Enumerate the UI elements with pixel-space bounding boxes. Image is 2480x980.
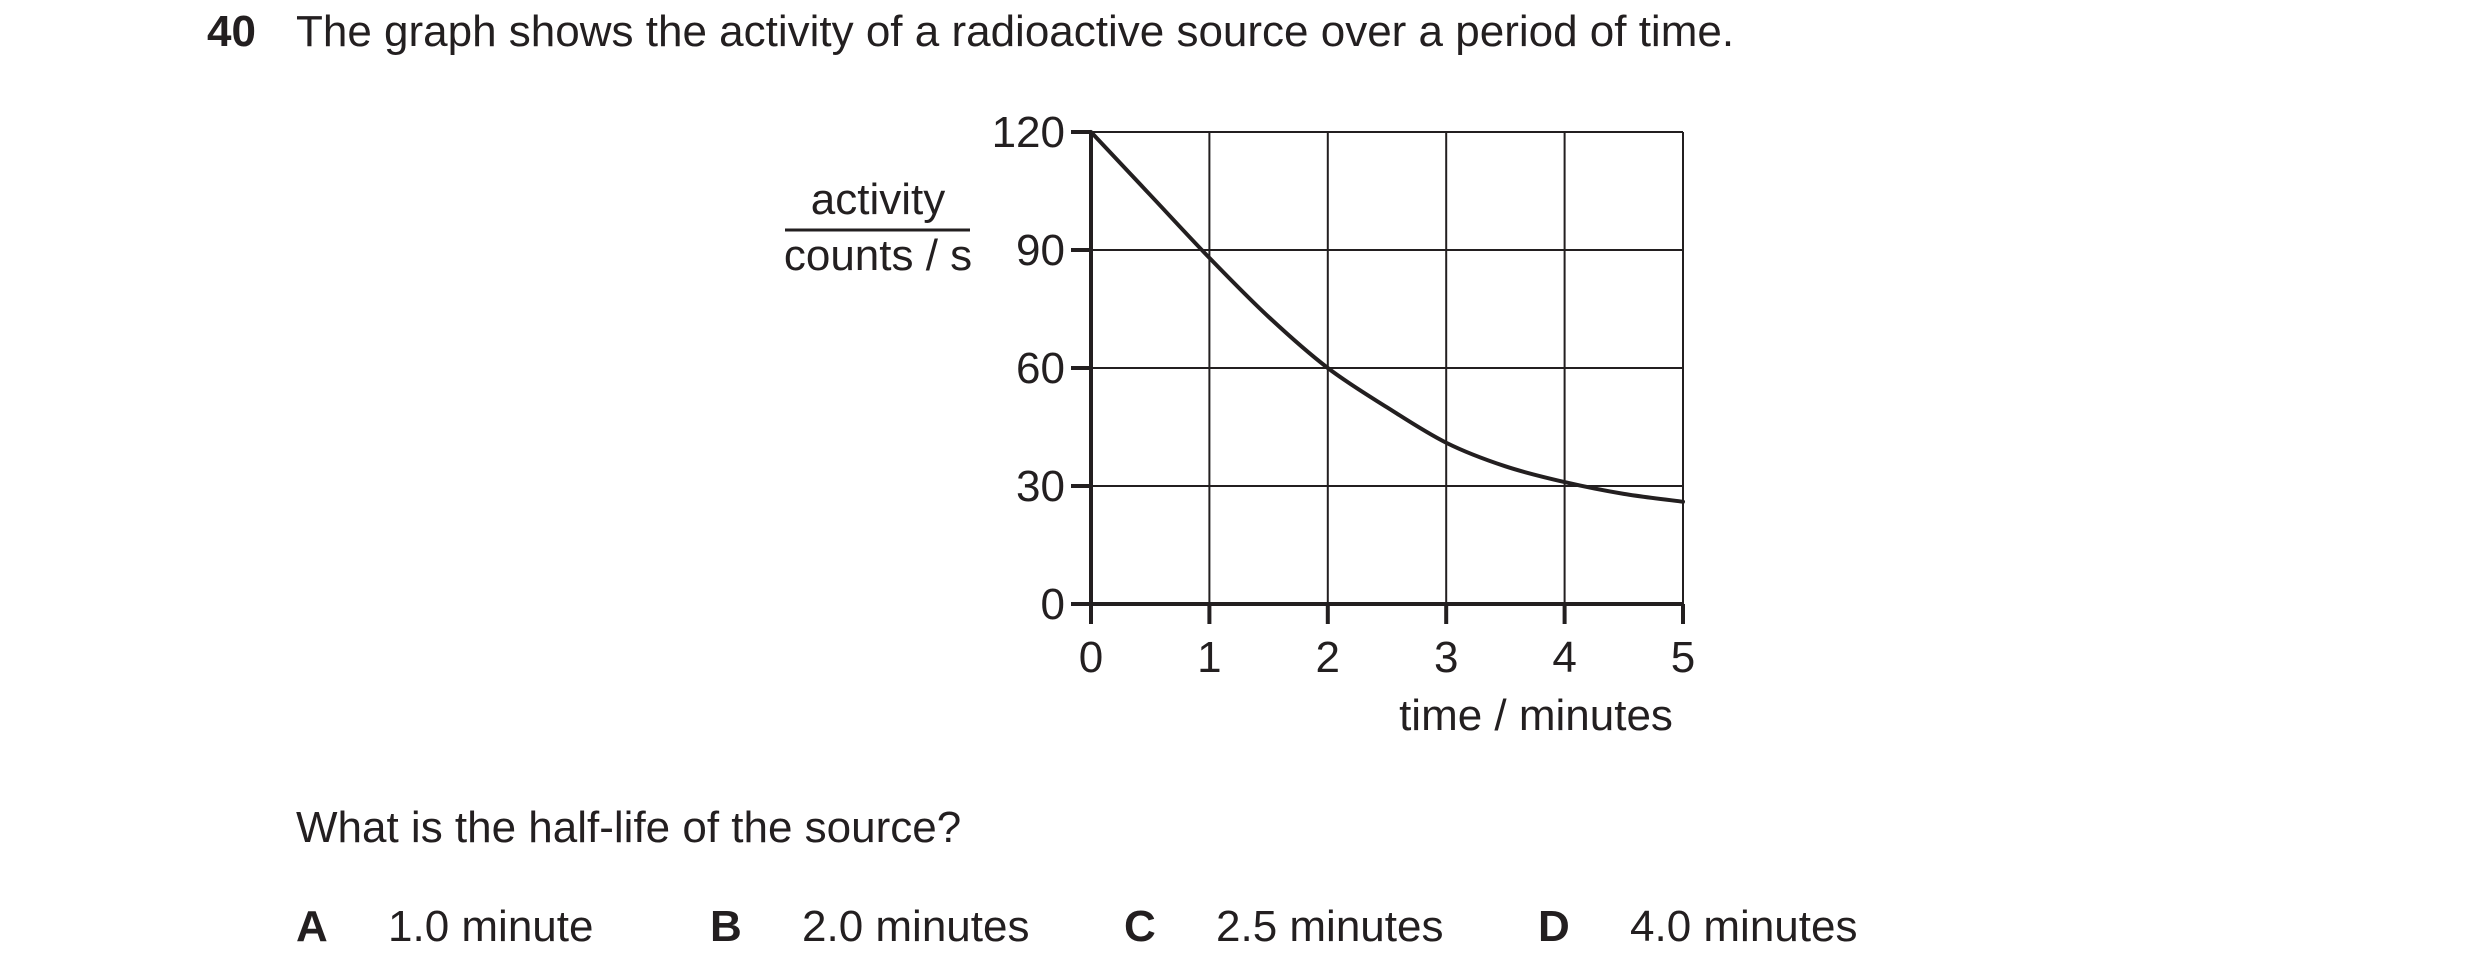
option-a[interactable]: A 1.0 minute [296, 897, 593, 957]
question-prompt: What is the half-life of the source? [296, 803, 962, 852]
option-a-text: 1.0 minute [388, 902, 594, 951]
option-b-text: 2.0 minutes [802, 902, 1030, 951]
option-d-letter: D [1538, 902, 1570, 951]
y-axis-label-numerator: activity [811, 175, 945, 224]
y-tick-label-120: 120 [992, 108, 1065, 157]
chart-axes [1071, 130, 1685, 624]
x-tick-label-2: 2 [1316, 633, 1340, 682]
x-axis-label: time / minutes [1399, 691, 1673, 740]
option-c-letter: C [1124, 902, 1156, 951]
y-tick-label-90: 90 [1016, 226, 1065, 275]
y-tick-label-60: 60 [1016, 344, 1065, 393]
activity-decay-curve [1089, 130, 1685, 504]
question-stem: The graph shows the activity of a radioa… [296, 7, 1735, 56]
chart-series [1089, 130, 1685, 504]
x-tick-label-1: 1 [1197, 633, 1221, 682]
chart-grid [1090, 131, 1684, 605]
option-a-letter: A [296, 902, 328, 951]
y-tick-label-0: 0 [1041, 580, 1065, 629]
activity-time-chart: activity counts / s time / minutes 03060… [784, 108, 1695, 740]
y-tick-label-30: 30 [1016, 462, 1065, 511]
x-tick-label-4: 4 [1552, 633, 1576, 682]
option-d-text: 4.0 minutes [1630, 902, 1858, 951]
option-c[interactable]: C 2.5 minutes [1124, 897, 1443, 957]
y-axis-label-denominator: counts / s [784, 231, 972, 280]
x-tick-label-5: 5 [1671, 633, 1695, 682]
chart-labels: activity counts / s time / minutes 03060… [784, 108, 1695, 740]
option-c-text: 2.5 minutes [1216, 902, 1444, 951]
x-tick-label-0: 0 [1079, 633, 1103, 682]
option-d[interactable]: D 4.0 minutes [1538, 897, 1857, 957]
question-number: 40 [207, 7, 256, 56]
option-b-letter: B [710, 902, 742, 951]
x-tick-label-3: 3 [1434, 633, 1458, 682]
option-b[interactable]: B 2.0 minutes [710, 897, 1029, 957]
